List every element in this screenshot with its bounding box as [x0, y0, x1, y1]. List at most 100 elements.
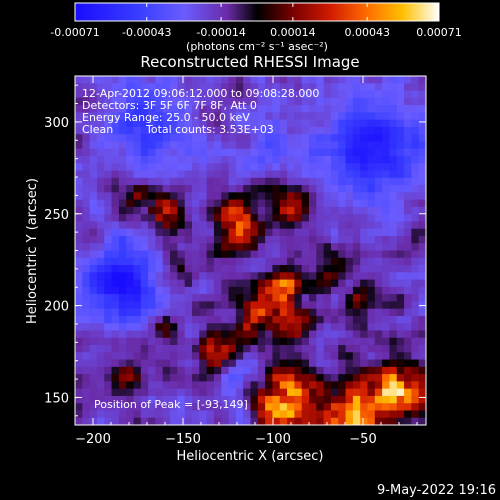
heatmap-cell	[330, 214, 339, 222]
heatmap-cell	[235, 83, 244, 91]
heatmap-cell	[184, 185, 193, 193]
heatmap-cell	[338, 206, 346, 215]
heatmap-cell	[250, 83, 259, 91]
heatmap-cell	[243, 279, 251, 288]
heatmap-cell	[316, 374, 325, 382]
heatmap-cell	[272, 192, 281, 200]
heatmap-cell	[418, 148, 427, 157]
heatmap-cell	[75, 228, 83, 237]
heatmap-cell	[257, 345, 266, 353]
heatmap-cell	[338, 141, 346, 150]
heatmap-cell	[199, 155, 208, 164]
heatmap-cell	[140, 395, 149, 404]
heatmap-cell	[235, 235, 244, 244]
heatmap-cell	[360, 381, 368, 390]
heatmap-cell	[279, 345, 288, 353]
heatmap-cell	[148, 76, 156, 84]
heatmap-cell	[411, 235, 420, 244]
heatmap-cell	[104, 417, 112, 426]
heatmap-cell	[396, 308, 405, 317]
heatmap-cell	[235, 308, 244, 317]
heatmap-cell	[104, 76, 112, 84]
heatmap-cell	[301, 97, 310, 106]
heatmap-cell	[345, 141, 354, 150]
heatmap-cell	[374, 221, 383, 230]
heatmap-cell	[199, 235, 208, 244]
heatmap-cell	[192, 330, 200, 339]
heatmap-cell	[75, 265, 83, 273]
heatmap-cell	[228, 163, 237, 171]
heatmap-cell	[140, 294, 149, 302]
heatmap-cell	[126, 192, 134, 200]
heatmap-cell	[352, 105, 361, 113]
heatmap-cell	[213, 366, 222, 375]
heatmap-cell	[330, 374, 339, 382]
heatmap-cell	[133, 315, 142, 324]
heatmap-cell	[228, 395, 237, 404]
heatmap-cell	[345, 315, 354, 324]
heatmap-cell	[89, 155, 98, 164]
heatmap-cell	[213, 286, 222, 295]
heatmap-cell	[404, 177, 412, 186]
heatmap-cell	[192, 410, 200, 419]
heatmap-cell	[177, 119, 186, 128]
heatmap-cell	[126, 177, 134, 186]
heatmap-cell	[352, 214, 361, 222]
heatmap-cell	[330, 221, 339, 230]
heatmap-cell	[265, 177, 273, 186]
heatmap-cell	[272, 199, 281, 208]
heatmap-cell	[118, 83, 127, 91]
heatmap-cell	[221, 185, 229, 193]
heatmap-cell	[235, 359, 244, 368]
heatmap-cell	[396, 381, 405, 390]
heatmap-cell	[184, 83, 193, 91]
heatmap-cell	[330, 359, 339, 368]
heatmap-cell	[352, 279, 361, 288]
heatmap-cell	[133, 374, 142, 382]
heatmap-cell	[89, 308, 98, 317]
heatmap-cell	[170, 126, 178, 135]
heatmap-cell	[155, 97, 164, 106]
heatmap-cell	[301, 170, 310, 179]
heatmap-cell	[250, 185, 259, 193]
heatmap-cell	[389, 308, 398, 317]
heatmap-cell	[301, 221, 310, 230]
heatmap-cell	[221, 170, 229, 179]
heatmap-cell	[177, 90, 186, 99]
heatmap-cell	[148, 366, 156, 375]
heatmap-cell	[221, 272, 229, 280]
heatmap-cell	[126, 301, 134, 310]
heatmap-cell	[140, 214, 149, 222]
heatmap-cell	[352, 235, 361, 244]
heatmap-cell	[250, 257, 259, 266]
heatmap-cell	[323, 126, 332, 135]
heatmap-cell	[309, 148, 317, 157]
heatmap-cell	[104, 286, 112, 295]
heatmap-cell	[389, 192, 398, 200]
heatmap-cell	[126, 235, 134, 244]
heatmap-cell	[82, 105, 91, 113]
heatmap-cell	[352, 112, 361, 121]
heatmap-cell	[418, 185, 427, 193]
heatmap-cell	[199, 330, 208, 339]
heatmap-cell	[192, 155, 200, 164]
heatmap-cell	[75, 243, 83, 251]
heatmap-cell	[104, 199, 112, 208]
heatmap-cell	[294, 257, 303, 266]
heatmap-cell	[272, 90, 281, 99]
heatmap-cell	[118, 243, 127, 251]
heatmap-cell	[148, 163, 156, 171]
heatmap-cell	[162, 126, 171, 135]
heatmap-cell	[184, 214, 193, 222]
heatmap-cell	[250, 352, 259, 360]
heatmap-cell	[184, 221, 193, 230]
heatmap-cell	[162, 417, 171, 426]
heatmap-cell	[126, 199, 134, 208]
heatmap-cell	[192, 235, 200, 244]
heatmap-cell	[96, 279, 105, 288]
heatmap-cell	[213, 243, 222, 251]
heatmap-cell	[294, 90, 303, 99]
heatmap-cell	[287, 206, 295, 215]
heatmap-cell	[265, 403, 273, 411]
heatmap-cell	[206, 76, 215, 84]
